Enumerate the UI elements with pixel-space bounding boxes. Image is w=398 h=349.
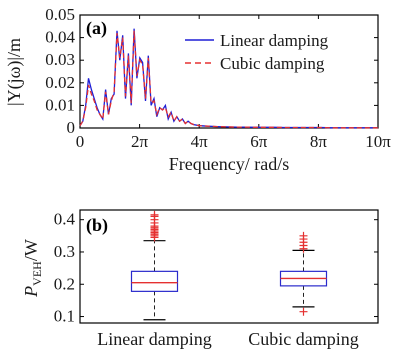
spectrum-series bbox=[79, 28, 378, 129]
y-tick-label: 0.4 bbox=[54, 210, 76, 229]
legend-label-cubic: Cubic damping bbox=[220, 54, 325, 73]
y-tick-label: 0 bbox=[67, 118, 76, 137]
y-tick-label: 0.2 bbox=[54, 274, 75, 293]
y-tick-label: 0.3 bbox=[54, 242, 75, 261]
boxplot-y-ticks: 0.1 0.2 0.3 0.4 bbox=[54, 210, 378, 326]
power-boxplot-panel: 0.1 0.2 0.3 0.4 Linear damping Cubic damping… bbox=[21, 209, 379, 349]
ylabel-unit: /W bbox=[21, 239, 41, 261]
outlier-marker bbox=[299, 307, 308, 316]
outlier-marker bbox=[150, 210, 159, 219]
spectrum-x-axis-label: Frequency/ rad/s bbox=[169, 154, 289, 174]
y-tick-label: 0.02 bbox=[45, 73, 75, 92]
category-label: Cubic damping bbox=[248, 329, 359, 349]
spectrum-panel-label: (a) bbox=[86, 18, 107, 39]
y-tick-label: 0.05 bbox=[45, 5, 75, 24]
boxplot-panel-label: (b) bbox=[86, 215, 108, 236]
spectrum-legend: Linear damping Cubic damping bbox=[185, 31, 329, 73]
spectrum-plot-frame bbox=[79, 14, 379, 129]
boxplot-y-axis-label: PVEH/W bbox=[21, 239, 44, 298]
outlier-marker bbox=[299, 231, 308, 240]
legend-label-linear: Linear damping bbox=[220, 31, 329, 50]
x-tick-label: 0 bbox=[76, 132, 85, 151]
y-tick-label: 0.01 bbox=[45, 95, 75, 114]
y-tick-label: 0.1 bbox=[54, 307, 75, 326]
box-cubic bbox=[279, 231, 328, 316]
ylabel-subscript: VEH bbox=[30, 261, 44, 286]
spectrum-y-axis-label: |Y(jω)|/m bbox=[4, 38, 25, 106]
category-label: Linear damping bbox=[97, 329, 211, 349]
spectrum-y-ticks: 0 0.01 0.02 0.03 0.04 0.05 bbox=[45, 5, 378, 137]
y-tick-label: 0.04 bbox=[45, 28, 75, 47]
ylabel-symbol: P bbox=[21, 286, 41, 298]
box-linear bbox=[130, 210, 179, 321]
x-tick-label: 10π bbox=[365, 132, 391, 151]
x-tick-label: 4π bbox=[191, 132, 209, 151]
svg-text:PVEH/W: PVEH/W bbox=[21, 239, 44, 298]
boxplot-boxes bbox=[130, 210, 328, 321]
spectrum-panel: 00.010.020.030.040.05 0 2π 4π 6π 8π 10π (a) L… bbox=[4, 5, 391, 174]
x-tick-label: 2π bbox=[131, 132, 149, 151]
boxplot-category-labels: Linear damping Cubic damping bbox=[97, 329, 358, 349]
x-tick-label: 8π bbox=[310, 132, 328, 151]
x-tick-label: 6π bbox=[250, 132, 268, 151]
iqr-box bbox=[130, 270, 179, 292]
cubic-damping-line bbox=[79, 30, 378, 129]
boxplot-frame bbox=[79, 209, 379, 324]
y-tick-label: 0.03 bbox=[45, 50, 75, 69]
